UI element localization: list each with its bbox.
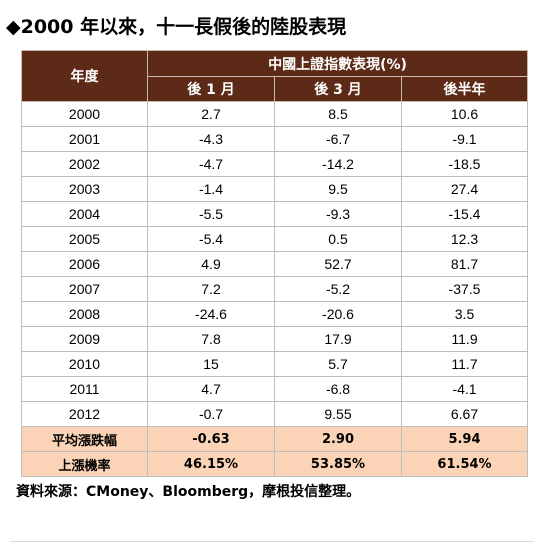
three-month-cell: 52.7 [274, 251, 402, 277]
half-year-cell: 27.4 [401, 176, 528, 202]
three-month-cell: 17.9 [274, 326, 402, 352]
three-month-cell: -6.7 [274, 126, 402, 152]
summary-row: 上漲機率 46.15% 53.85% 61.54% [21, 451, 528, 477]
one-month-cell: -5.5 [147, 201, 275, 227]
three-month-cell: 0.5 [274, 226, 402, 252]
table-row: 2004 -5.5 -9.3 -15.4 [21, 201, 528, 227]
half-year-cell: 81.7 [401, 251, 528, 277]
one-month-cell: 4.9 [147, 251, 275, 277]
three-month-cell: 9.55 [274, 401, 402, 427]
one-month-cell: -4.3 [147, 126, 275, 152]
divider [10, 541, 534, 542]
three-month-cell: 5.7 [274, 351, 402, 377]
year-cell: 2001 [21, 126, 148, 152]
table-body: 2000 2.7 8.5 10.6 2001 -4.3 -6.7 -9.1 2002 -4.7 -1… [21, 101, 528, 477]
year-cell: 2005 [21, 226, 148, 252]
one-month-cell: 15 [147, 351, 275, 377]
table-row: 2000 2.7 8.5 10.6 [21, 101, 528, 127]
year-cell: 2012 [21, 401, 148, 427]
table-row: 2006 4.9 52.7 81.7 [21, 251, 528, 277]
half-year-cell: -9.1 [401, 126, 528, 152]
year-cell: 2008 [21, 301, 148, 327]
half-year-cell: -15.4 [401, 201, 528, 227]
page-title: ◆2000 年以來，十一長假後的陸股表現 [6, 16, 347, 38]
half-year-cell: 10.6 [401, 101, 528, 127]
table-row: 2003 -1.4 9.5 27.4 [21, 176, 528, 202]
summary-one-month-cell: -0.63 [147, 426, 275, 452]
summary-three-month-cell: 53.85% [274, 451, 402, 477]
three-month-cell: -5.2 [274, 276, 402, 302]
one-month-cell: 2.7 [147, 101, 275, 127]
year-cell: 2010 [21, 351, 148, 377]
summary-half-year-cell: 5.94 [401, 426, 528, 452]
one-month-cell: -0.7 [147, 401, 275, 427]
summary-three-month-cell: 2.90 [274, 426, 402, 452]
year-cell: 2000 [21, 101, 148, 127]
summary-half-year-cell: 61.54% [401, 451, 528, 477]
table-row: 2011 4.7 -6.8 -4.1 [21, 376, 528, 402]
one-month-cell: -1.4 [147, 176, 275, 202]
half-year-cell: -37.5 [401, 276, 528, 302]
half-year-cell: 11.7 [401, 351, 528, 377]
summary-label-cell: 平均漲跌幅 [21, 426, 148, 452]
year-cell: 2009 [21, 326, 148, 352]
half-year-cell: -18.5 [401, 151, 528, 177]
performance-table: 年度 中國上證指數表現(%) 後 1 月 後 3 月 後半年 2000 2.7 8.… [21, 50, 528, 477]
column-header-1-month: 後 1 月 [147, 76, 275, 102]
year-cell: 2006 [21, 251, 148, 277]
group-header: 中國上證指數表現(%) [147, 50, 528, 77]
three-month-cell: -20.6 [274, 301, 402, 327]
table-row: 2007 7.2 -5.2 -37.5 [21, 276, 528, 302]
one-month-cell: 7.8 [147, 326, 275, 352]
three-month-cell: -14.2 [274, 151, 402, 177]
one-month-cell: -5.4 [147, 226, 275, 252]
year-cell: 2011 [21, 376, 148, 402]
summary-row: 平均漲跌幅 -0.63 2.90 5.94 [21, 426, 528, 452]
source-note: 資料來源：CMoney、Bloomberg，摩根投信整理。 [16, 484, 361, 500]
table-row: 2002 -4.7 -14.2 -18.5 [21, 151, 528, 177]
table-row: 2008 -24.6 -20.6 3.5 [21, 301, 528, 327]
table-row: 2012 -0.7 9.55 6.67 [21, 401, 528, 427]
half-year-cell: 3.5 [401, 301, 528, 327]
year-cell: 2007 [21, 276, 148, 302]
one-month-cell: 4.7 [147, 376, 275, 402]
three-month-cell: 8.5 [274, 101, 402, 127]
half-year-cell: 6.67 [401, 401, 528, 427]
column-header-3-month: 後 3 月 [274, 76, 402, 102]
year-cell: 2003 [21, 176, 148, 202]
year-cell: 2004 [21, 201, 148, 227]
half-year-cell: -4.1 [401, 376, 528, 402]
three-month-cell: 9.5 [274, 176, 402, 202]
table-row: 2005 -5.4 0.5 12.3 [21, 226, 528, 252]
one-month-cell: 7.2 [147, 276, 275, 302]
table-row: 2009 7.8 17.9 11.9 [21, 326, 528, 352]
summary-label-cell: 上漲機率 [21, 451, 148, 477]
column-header-half-year: 後半年 [401, 76, 528, 102]
half-year-cell: 11.9 [401, 326, 528, 352]
year-header: 年度 [21, 50, 148, 102]
one-month-cell: -24.6 [147, 301, 275, 327]
summary-one-month-cell: 46.15% [147, 451, 275, 477]
table-row: 2010 15 5.7 11.7 [21, 351, 528, 377]
three-month-cell: -6.8 [274, 376, 402, 402]
one-month-cell: -4.7 [147, 151, 275, 177]
year-cell: 2002 [21, 151, 148, 177]
three-month-cell: -9.3 [274, 201, 402, 227]
half-year-cell: 12.3 [401, 226, 528, 252]
table-row: 2001 -4.3 -6.7 -9.1 [21, 126, 528, 152]
